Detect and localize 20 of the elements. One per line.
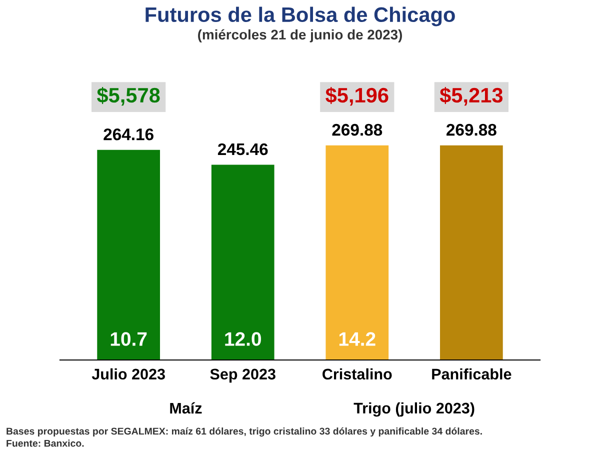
text: $5,578 <box>96 86 160 106</box>
text: $5,213 <box>440 86 503 106</box>
x-tick-label: Sep 2023 <box>210 368 276 383</box>
annotation: 14.2 <box>339 332 376 346</box>
annotation: 10.7 <box>110 332 147 346</box>
data-label: 264.16 <box>104 128 154 140</box>
data-label: 269.88 <box>332 124 382 136</box>
chart-title: Futuros de la Bolsa de Chicago <box>146 6 455 26</box>
chart-subtitle: (miércoles 21 de junio de 2023) <box>198 29 402 42</box>
x-tick-label: Cristalino <box>322 368 392 380</box>
data-label: 245.46 <box>218 143 268 156</box>
annotation: 12.0 <box>225 332 261 346</box>
text: $5,196 <box>326 86 388 106</box>
text: Trigo (julio 2023) <box>354 402 474 417</box>
x-tick-label: Julio 2023 <box>92 368 165 380</box>
text: Bases propuestas por SEGALMEX: maíz 61 dólares, trigo cristalino 33 dólares y panificable 34 dólares. <box>6 427 482 437</box>
text: Maíz <box>170 402 202 414</box>
x-tick-label: Panificable <box>432 368 512 380</box>
data-label: 269.88 <box>446 124 496 136</box>
source-note: Fuente: Banxico. <box>6 440 84 447</box>
